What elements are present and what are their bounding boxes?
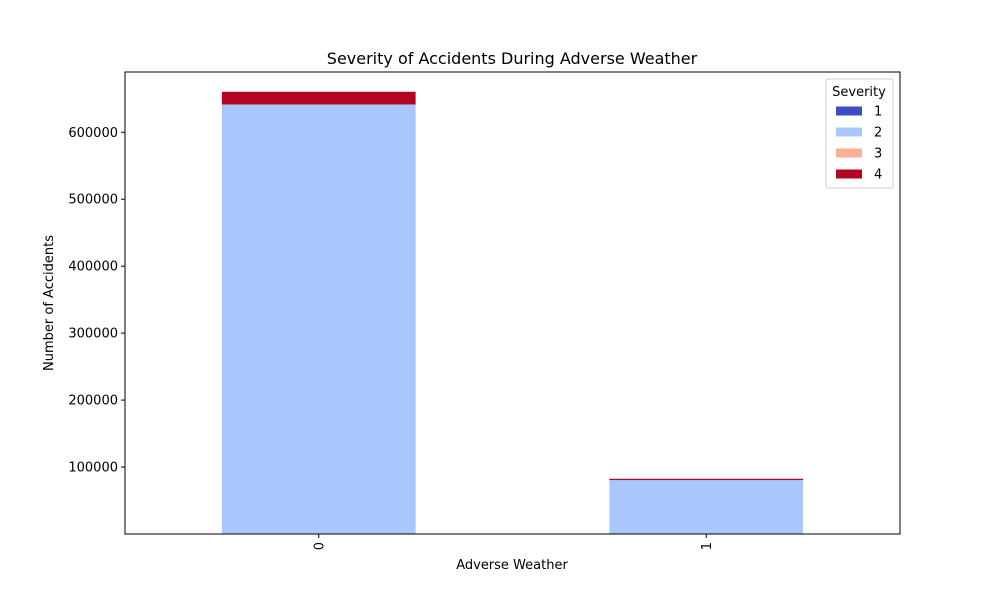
x-tick-label: 1 — [700, 542, 715, 550]
legend-label-3: 3 — [874, 147, 882, 162]
y-tick-label: 100000 — [68, 461, 118, 476]
x-axis-label: Adverse Weather — [456, 558, 568, 573]
y-tick-label: 200000 — [68, 394, 118, 409]
y-tick-label: 500000 — [68, 193, 118, 208]
x-tick-label: 0 — [312, 542, 327, 550]
y-tick-label: 400000 — [68, 260, 118, 275]
legend: Severity 1 2 3 4 — [825, 78, 894, 189]
chart-title: Severity of Accidents During Adverse Wea… — [327, 49, 698, 68]
y-tick-label: 300000 — [68, 327, 118, 342]
legend-swatch-3 — [836, 148, 862, 158]
bar-severity-4-weather-1 — [609, 478, 804, 481]
y-tick-label: 600000 — [68, 126, 118, 141]
bars-group — [221, 91, 804, 535]
legend-label-2: 2 — [874, 126, 882, 141]
plot-frame — [124, 71, 901, 535]
bar-severity-2-weather-0 — [221, 104, 416, 535]
legend-label-1: 1 — [874, 105, 882, 120]
bar-severity-4-weather-0 — [221, 91, 416, 105]
y-axis-label: Number of Accidents — [42, 235, 57, 371]
legend-swatch-4 — [836, 169, 862, 179]
legend-label-4: 4 — [874, 168, 882, 183]
bar-severity-2-weather-1 — [609, 480, 804, 534]
legend-swatch-1 — [836, 106, 862, 116]
legend-swatch-2 — [836, 127, 862, 137]
y-axis: 100000 200000 300000 400000 500000 600000 — [68, 126, 125, 476]
legend-title: Severity — [832, 85, 886, 100]
